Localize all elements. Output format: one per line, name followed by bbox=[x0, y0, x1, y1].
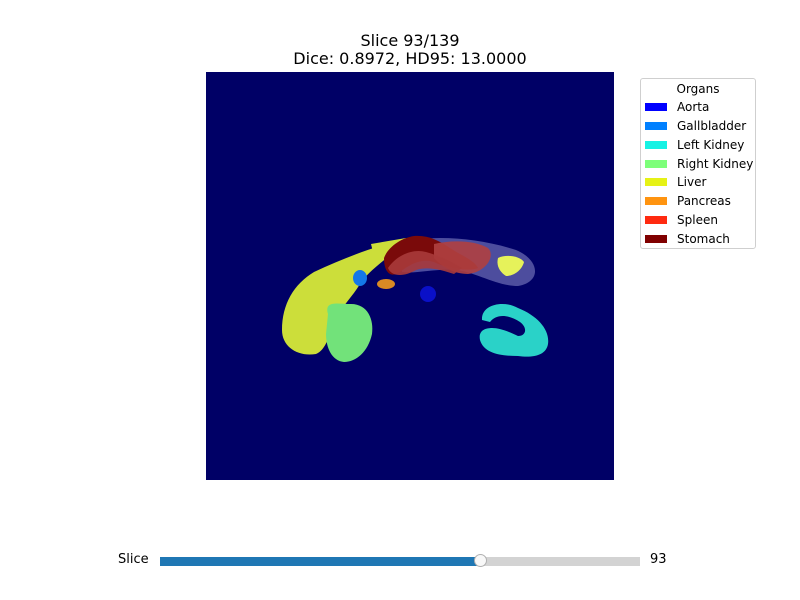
legend-label: Spleen bbox=[677, 213, 718, 227]
slider-handle[interactable] bbox=[474, 554, 487, 567]
segmentation-image bbox=[206, 72, 614, 480]
slider-value: 93 bbox=[650, 552, 667, 567]
slider-label: Slice bbox=[118, 552, 149, 567]
organ-legend: Organs Aorta Gallbladder Left Kidney Rig… bbox=[640, 78, 756, 249]
legend-item-liver: Liver bbox=[645, 175, 706, 189]
image-background bbox=[206, 72, 614, 480]
legend-item-left-kidney: Left Kidney bbox=[645, 138, 744, 152]
pancreas-mask bbox=[377, 279, 395, 289]
figure-subtitle-metrics: Dice: 0.8972, HD95: 13.0000 bbox=[293, 49, 527, 68]
gallbladder-mask bbox=[353, 270, 367, 286]
legend-label: Stomach bbox=[677, 232, 730, 246]
liver-fragment-mask bbox=[497, 255, 524, 276]
slice-slider[interactable] bbox=[160, 554, 640, 567]
legend-title: Organs bbox=[676, 82, 720, 96]
slider-fill bbox=[160, 557, 481, 566]
legend-item-aorta: Aorta bbox=[645, 100, 709, 114]
legend-label: Pancreas bbox=[677, 194, 731, 208]
legend-label: Liver bbox=[677, 175, 707, 189]
legend-swatch bbox=[645, 103, 667, 111]
legend-label: Gallbladder bbox=[677, 119, 747, 133]
stomach-overlay-mask bbox=[388, 250, 462, 275]
legend-swatch bbox=[645, 216, 667, 224]
legend-item-stomach: Stomach bbox=[645, 232, 730, 246]
left-kidney-mask bbox=[479, 304, 549, 357]
legend-item-spleen: Spleen bbox=[645, 213, 718, 227]
liver-mask bbox=[282, 240, 404, 355]
legend-label: Aorta bbox=[677, 100, 710, 114]
legend-label: Right Kidney bbox=[677, 157, 754, 171]
right-kidney-mask bbox=[326, 303, 373, 362]
legend-swatch bbox=[645, 141, 667, 149]
legend-item-right-kidney: Right Kidney bbox=[645, 157, 753, 171]
legend-item-pancreas: Pancreas bbox=[645, 194, 731, 208]
aorta-mask bbox=[420, 286, 436, 302]
legend-swatch bbox=[645, 160, 667, 168]
legend-swatch bbox=[645, 122, 667, 130]
legend-swatch bbox=[645, 178, 667, 186]
figure-title: Slice 93/139 bbox=[360, 31, 460, 50]
legend-swatch bbox=[645, 235, 667, 243]
segmentation-viewer[interactable] bbox=[206, 72, 614, 480]
legend-item-gallbladder: Gallbladder bbox=[645, 119, 746, 133]
legend-label: Left Kidney bbox=[677, 138, 745, 152]
legend-swatch bbox=[645, 197, 667, 205]
